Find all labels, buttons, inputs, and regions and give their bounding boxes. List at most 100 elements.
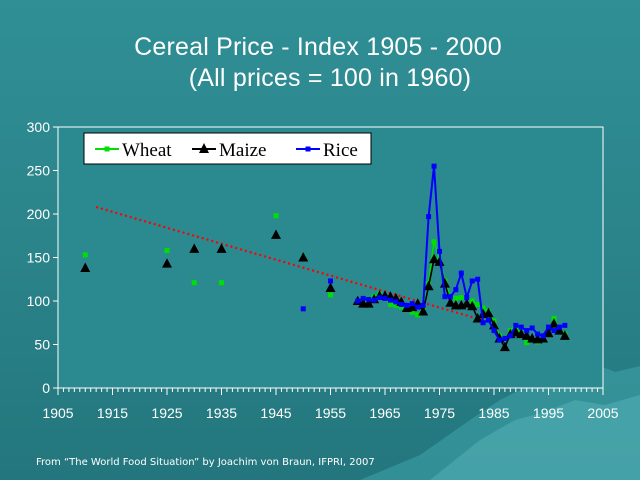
plot-area bbox=[57, 126, 604, 389]
maize-point bbox=[363, 298, 374, 308]
rice-point bbox=[546, 324, 551, 330]
rice-point bbox=[420, 302, 426, 308]
maize-point bbox=[467, 300, 478, 311]
rice-point bbox=[437, 248, 442, 254]
maize-point bbox=[189, 243, 200, 253]
wheat-point bbox=[191, 280, 197, 286]
wheat-point bbox=[409, 309, 415, 315]
rice-point bbox=[513, 322, 519, 328]
y-tick-label: 250 bbox=[27, 163, 51, 179]
wheat-point bbox=[82, 252, 88, 258]
wheat-point bbox=[431, 239, 437, 245]
maize-point bbox=[216, 243, 227, 253]
rice-point bbox=[529, 325, 535, 331]
rice-point bbox=[507, 333, 513, 339]
x-tick-label: 1995 bbox=[533, 405, 564, 421]
axes: 0 50 100 150 200 250 300 1905 1915 1925 1935 1945 19… bbox=[27, 119, 619, 421]
rice-point bbox=[535, 331, 541, 337]
wheat-point bbox=[524, 340, 530, 346]
wheat-point bbox=[387, 301, 393, 307]
rice-point bbox=[366, 296, 372, 302]
rice-series bbox=[300, 163, 568, 343]
rice-point bbox=[556, 324, 562, 330]
chart-title: Cereal Price - Index 1905 - 2000 bbox=[134, 33, 502, 61]
maize-point bbox=[461, 298, 472, 308]
rice-point bbox=[486, 317, 492, 323]
rice-point bbox=[480, 320, 486, 326]
rice-point bbox=[551, 328, 557, 334]
wheat-point bbox=[393, 302, 399, 308]
maize-point bbox=[521, 330, 532, 340]
x-tick-label: 1975 bbox=[424, 405, 455, 421]
source-caption: From “The World Food Situation” by Joach… bbox=[36, 457, 375, 468]
rice-point bbox=[387, 297, 393, 303]
legend-label-maize: Maize bbox=[219, 140, 266, 161]
maize-point bbox=[554, 325, 565, 335]
y-tick-label: 50 bbox=[34, 337, 50, 353]
wheat-point bbox=[475, 301, 481, 307]
wheat-point bbox=[273, 213, 279, 219]
maize-point bbox=[483, 307, 494, 318]
legend-swatch-marker bbox=[199, 143, 209, 153]
rice-point bbox=[442, 294, 448, 300]
legend-box bbox=[83, 132, 372, 165]
maize-point bbox=[499, 341, 510, 352]
y-tick-label: 150 bbox=[27, 250, 51, 266]
rice-point bbox=[496, 337, 502, 343]
legend-label-rice: Rice bbox=[323, 140, 358, 161]
rice-point bbox=[393, 299, 399, 305]
series-layer bbox=[80, 163, 570, 352]
x-tick-label: 1915 bbox=[97, 405, 128, 421]
maize-point bbox=[439, 278, 450, 288]
maize-point bbox=[418, 306, 429, 316]
wheat-point bbox=[480, 305, 486, 311]
legend-swatch-marker bbox=[305, 146, 311, 152]
legend-label-wheat: Wheat bbox=[122, 140, 172, 161]
rice-point bbox=[475, 276, 481, 282]
maize-point bbox=[510, 326, 521, 337]
maize-point bbox=[271, 229, 281, 239]
x-tick-label: 1905 bbox=[42, 405, 73, 421]
maize-point bbox=[548, 318, 559, 328]
rice-point bbox=[562, 322, 568, 328]
rice-point bbox=[518, 324, 524, 330]
maize-point bbox=[80, 262, 91, 272]
rice-point bbox=[371, 297, 377, 303]
maize-point bbox=[543, 327, 554, 338]
rice-point bbox=[300, 306, 306, 312]
y-tick-label: 100 bbox=[27, 293, 51, 309]
x-tick-label: 1965 bbox=[369, 405, 400, 421]
y-tick-label: 300 bbox=[27, 119, 51, 135]
maize-point bbox=[325, 282, 336, 292]
x-tick-label: 1935 bbox=[206, 405, 237, 421]
wheat-point bbox=[415, 312, 421, 318]
maize-point bbox=[423, 280, 434, 291]
rice-point bbox=[458, 270, 464, 276]
maize-point bbox=[298, 252, 309, 262]
rice-point bbox=[355, 298, 361, 304]
rice-point bbox=[431, 163, 437, 169]
maize-point bbox=[559, 330, 570, 340]
maize-point bbox=[434, 256, 445, 266]
maize-point bbox=[407, 301, 418, 312]
x-tick-label: 1985 bbox=[478, 405, 509, 421]
rice-point bbox=[409, 301, 415, 307]
x-tick-label: 1945 bbox=[260, 405, 291, 421]
maize-point bbox=[472, 313, 483, 323]
rice-point bbox=[502, 335, 508, 341]
rice-point bbox=[464, 295, 470, 301]
legend-swatch-marker bbox=[104, 146, 110, 152]
wheat-point bbox=[328, 292, 333, 298]
rice-point bbox=[540, 333, 546, 339]
wheat-point bbox=[458, 295, 464, 301]
rice-point bbox=[426, 214, 432, 220]
rice-point bbox=[415, 304, 421, 310]
rice-point bbox=[328, 278, 333, 284]
rice-point bbox=[398, 301, 404, 307]
chart-subtitle: (All prices = 100 in 1960) bbox=[188, 64, 472, 92]
x-tick-label: 1955 bbox=[315, 405, 346, 421]
maize-point bbox=[445, 297, 456, 307]
rice-point bbox=[382, 295, 388, 301]
